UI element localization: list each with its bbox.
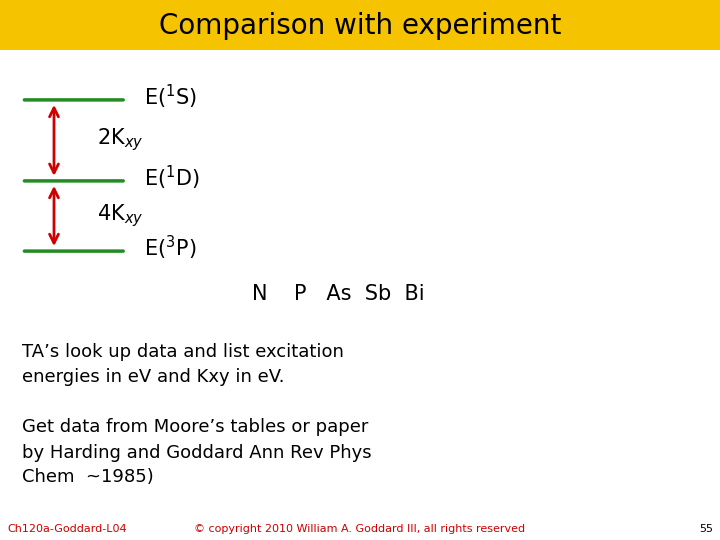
Text: © copyright 2010 William A. Goddard III, all rights reserved: © copyright 2010 William A. Goddard III,… [194,523,526,534]
Text: E($^3$P): E($^3$P) [144,234,197,262]
Text: Get data from Moore’s tables or paper
by Harding and Goddard Ann Rev Phys
Chem  : Get data from Moore’s tables or paper by… [22,418,372,487]
Text: 55: 55 [699,523,713,534]
Text: E($^1$D): E($^1$D) [144,164,200,192]
Text: 4K$_{xy}$: 4K$_{xy}$ [97,202,144,230]
Text: Comparison with experiment: Comparison with experiment [159,12,561,40]
Text: 2K$_{xy}$: 2K$_{xy}$ [97,126,144,153]
Text: TA’s look up data and list excitation
energies in eV and Kxy in eV.: TA’s look up data and list excitation en… [22,343,343,386]
FancyBboxPatch shape [0,0,720,50]
Text: E($^1$S): E($^1$S) [144,83,197,111]
Text: N    P   As  Sb  Bi: N P As Sb Bi [252,284,425,305]
Text: Ch120a-Goddard-L04: Ch120a-Goddard-L04 [7,523,127,534]
